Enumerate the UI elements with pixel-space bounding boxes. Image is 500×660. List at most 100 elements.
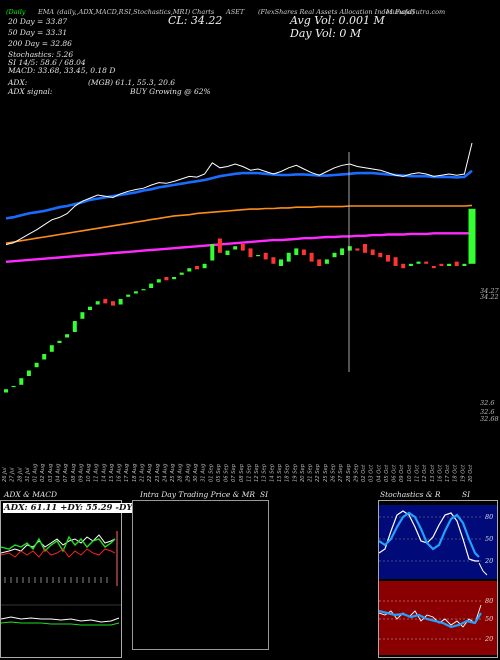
candle (126, 294, 131, 297)
x-tick-label: 25 Sep (323, 463, 329, 482)
candle (301, 249, 306, 255)
candle (141, 289, 146, 291)
x-tick-label: 25 Aug (170, 463, 176, 482)
candles (4, 208, 476, 393)
candle (248, 248, 253, 258)
price-right-label-2: 34.22 (480, 293, 499, 301)
candle (187, 268, 192, 272)
x-tick-label: 18 Aug (132, 463, 138, 482)
candle (233, 246, 238, 250)
candle (271, 257, 276, 264)
intraday-panel-title: Intra Day Trading Price & MR (140, 490, 256, 499)
rsi-tick-50: 50 (485, 615, 494, 623)
candle (133, 291, 138, 294)
x-tick-label: 29 Sep (353, 463, 359, 482)
candle (240, 244, 245, 251)
ema50-line (5, 204, 473, 244)
candle (149, 283, 154, 288)
x-axis: 26 Jul 27 Jul 28 Jul 31 Jul 01 Aug 02 Aug 03 A… (2, 463, 474, 482)
x-tick-label: 15 Aug (109, 463, 115, 482)
rsi-tick-80: 80 (485, 597, 494, 605)
candle (57, 340, 62, 343)
candle (279, 259, 283, 266)
intraday-si-title: SI (260, 490, 269, 499)
candle (332, 252, 337, 258)
candle (80, 312, 85, 319)
candle (462, 263, 467, 266)
x-tick-label: 24 Aug (162, 463, 168, 482)
avg-volume: Avg Vol: 0.001 M (290, 14, 385, 27)
x-tick-label: 15 Sep (277, 463, 283, 482)
candle (72, 321, 77, 332)
header-ema: EMA (38, 8, 55, 16)
stoch-rsi-panel: 80 50 20 80 50 20 (378, 500, 498, 658)
candle (202, 263, 207, 269)
candle (195, 266, 199, 270)
header-source: MunafaSutra.com (386, 8, 446, 16)
x-tick-label: 14 Sep (269, 463, 275, 482)
candle (49, 345, 54, 352)
candle (156, 279, 161, 283)
candle (370, 249, 375, 255)
rsi-slow-line (379, 609, 482, 629)
candle (416, 261, 421, 264)
si-label: SI 14/5: 58.6 / 68.04 (8, 58, 86, 67)
x-tick-label: 31 Aug (201, 463, 207, 482)
candle (294, 248, 299, 255)
adx-values-box: ADX: 61.11 +DY: 55.29 -DY: 20.59 (3, 503, 166, 513)
x-tick-label: 13 Oct (430, 464, 436, 482)
candle (408, 263, 413, 266)
candle (256, 255, 261, 257)
price-low-label-3: 32.68 (480, 415, 499, 423)
day-volume: Day Vol: 0 M (290, 27, 362, 40)
x-tick-label: 04 Oct (376, 464, 382, 482)
candle (103, 299, 108, 304)
minus-di-line (1, 548, 116, 558)
stoch-tick-50: 50 (485, 535, 494, 543)
header-indicators: (daily,,ADX,MACD,R (57, 8, 124, 16)
x-tick-label: 02 Aug (40, 463, 46, 482)
adx-values: (MGB) 61.1, 55.3, 20.6 (88, 78, 176, 87)
close-price-line (5, 142, 473, 246)
dma200-label: 200 Day = 32.86 (8, 39, 72, 48)
x-tick-label: 19 Oct (460, 464, 466, 482)
buy-signal-text: BUY Growing @ 62% (130, 87, 211, 96)
price-low-label-2: 32.6 (480, 408, 495, 416)
adx-macd-panel: ADX: 61.11 +DY: 55.29 -DY: 20.59 (0, 500, 166, 658)
macd-label: MACD: 33.68, 33.45, 0.18 D (8, 66, 116, 75)
header-rsi: SI,Stochastics,MR (124, 8, 185, 16)
candle (378, 252, 383, 258)
candle (309, 252, 314, 262)
x-tick-label: 29 Aug (185, 463, 191, 482)
candle (363, 244, 367, 253)
ema200-line (5, 232, 472, 263)
rsi-fast-line (379, 604, 482, 628)
candle (225, 250, 230, 255)
x-tick-label: 05 Sep (216, 463, 222, 482)
x-tick-label: 12 Oct (422, 464, 428, 482)
x-tick-label: 01 Aug (33, 463, 39, 482)
x-tick-label: 11 Oct (415, 464, 421, 482)
x-tick-label: 07 Sep (231, 463, 237, 482)
ema20-line (5, 169, 473, 220)
x-tick-label: 28 Jul (17, 467, 23, 482)
stoch-tick-20: 20 (485, 557, 494, 565)
candle (164, 277, 169, 281)
header-charts: I) Charts (185, 8, 215, 16)
candle (386, 255, 390, 262)
x-tick-label: 09 Oct (399, 464, 405, 482)
rsi-tick-20: 20 (485, 635, 494, 643)
x-tick-label: 18 Oct (453, 464, 459, 482)
x-tick-label: 06 Oct (392, 464, 398, 482)
x-tick-label: 30 Aug (193, 463, 199, 482)
x-tick-label: 10 Oct (407, 464, 413, 482)
candle (26, 370, 31, 376)
x-tick-label: 02 Oct (361, 464, 367, 482)
price-chart: 26 Jul 27 Jul 28 Jul 31 Jul 01 Aug 02 Aug 03 A… (2, 142, 476, 482)
x-tick-label: 16 Aug (117, 463, 123, 482)
plus-di-line (1, 535, 116, 553)
candle (393, 257, 398, 266)
dma20-label: 20 Day = 33.87 (8, 17, 68, 26)
x-tick-label: 03 Aug (48, 463, 54, 482)
adx-panel-title: ADX & MACD (4, 490, 58, 499)
